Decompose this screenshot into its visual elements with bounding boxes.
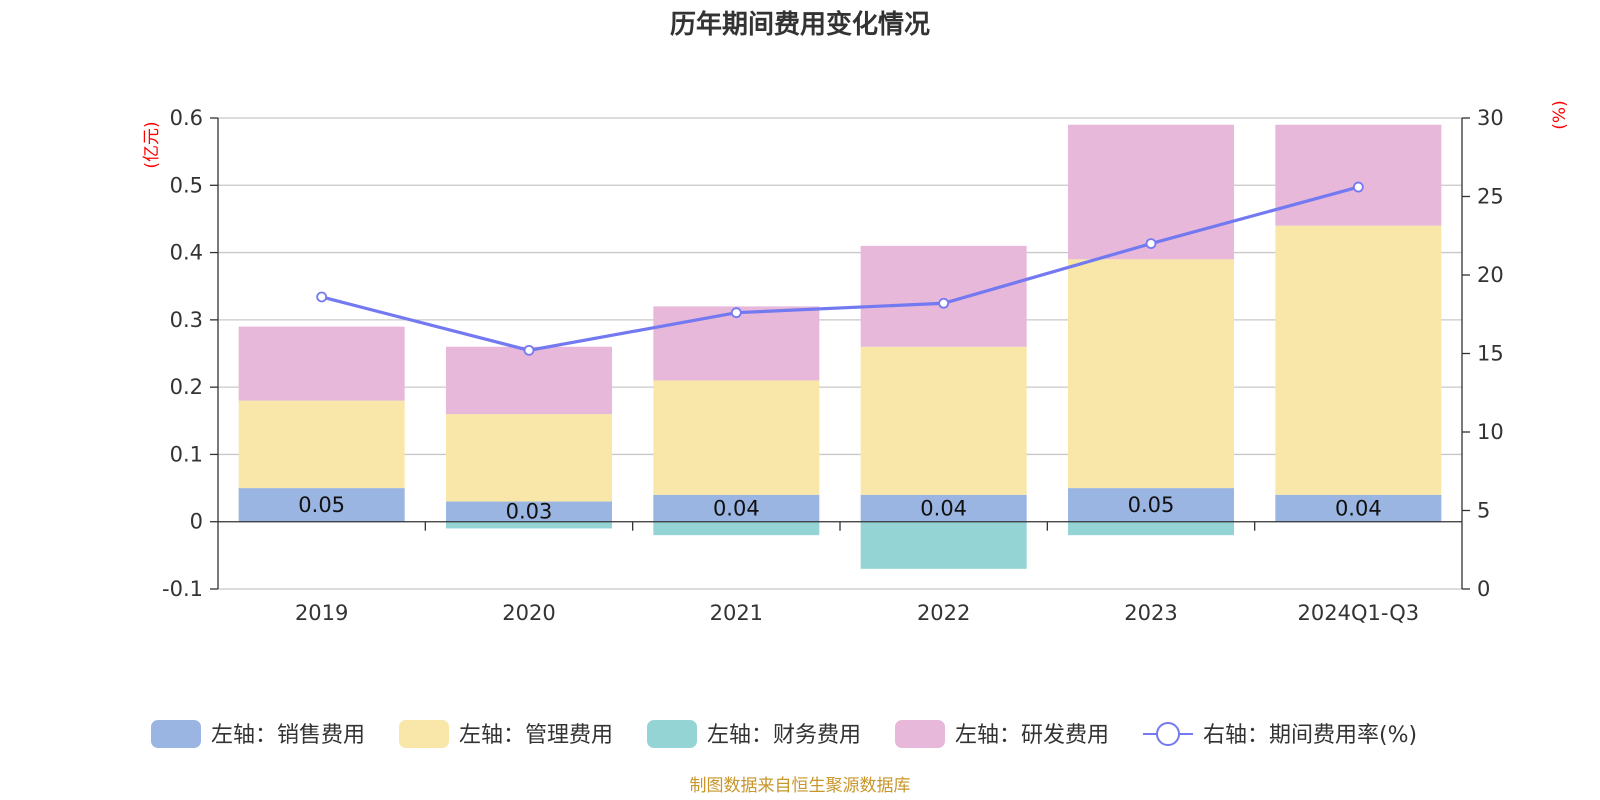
legend-swatch-rd xyxy=(895,720,945,748)
x-tick-label: 2019 xyxy=(295,601,348,625)
rate-line-path xyxy=(321,185,1359,352)
right-tick-label: 25 xyxy=(1477,185,1504,209)
rate-point xyxy=(1145,238,1157,250)
bar-admin xyxy=(238,400,405,489)
legend-swatch-admin xyxy=(399,720,449,748)
bar-admin xyxy=(1275,225,1442,495)
data-label: 0.05 xyxy=(298,493,345,517)
rate-point xyxy=(938,297,950,309)
left-tick-label: 0.3 xyxy=(170,308,203,332)
bar-sales xyxy=(446,501,612,522)
left-tick-label: 0.4 xyxy=(170,241,203,265)
right-tick-label: 5 xyxy=(1477,499,1490,523)
rate-point xyxy=(523,344,535,356)
right-tick-label: 20 xyxy=(1477,263,1504,287)
bar-finance xyxy=(1068,521,1234,536)
legend-swatch-finance xyxy=(647,720,697,748)
rate-point xyxy=(316,291,328,303)
left-tick-label: 0.1 xyxy=(170,442,203,466)
legend-label: 左轴：研发费用 xyxy=(955,723,1109,748)
bar-sales xyxy=(860,494,1027,522)
bar-rd xyxy=(238,326,405,401)
left-tick-label: 0.2 xyxy=(170,375,203,399)
bar-sales xyxy=(653,494,820,522)
right-tick-label: 10 xyxy=(1477,420,1504,444)
x-tick-label: 2022 xyxy=(917,601,970,625)
bar-admin xyxy=(1068,259,1234,489)
legend-label: 右轴：期间费用率(%) xyxy=(1203,723,1417,748)
bars xyxy=(238,124,1442,569)
axes: -0.1 0 0.1 0.2 0.3 0.4 0.5 0.6 0 5 10 15 20 25 30 2019 2… xyxy=(162,106,1504,625)
left-axis-unit: (亿元) xyxy=(142,121,162,168)
rate-line xyxy=(316,181,1364,356)
bar-rd xyxy=(446,346,612,415)
bar-finance xyxy=(446,521,612,529)
bar-sales xyxy=(1068,488,1234,522)
source-note: 制图数据来自恒生聚源数据库 xyxy=(690,776,911,796)
bar-rd xyxy=(860,245,1027,347)
chart-title: 历年期间费用变化情况 xyxy=(670,9,930,40)
data-label: 0.05 xyxy=(1128,493,1175,517)
data-label: 0.04 xyxy=(713,496,760,520)
gridlines xyxy=(218,117,1462,590)
bar-finance xyxy=(653,521,820,536)
right-tick-label: 0 xyxy=(1477,577,1490,601)
right-axis-unit: (%) xyxy=(1550,100,1570,129)
legend-label: 左轴：管理费用 xyxy=(459,723,613,748)
legend-label: 左轴：销售费用 xyxy=(211,723,365,748)
bar-rd xyxy=(1068,124,1234,260)
bar-rd xyxy=(1275,124,1442,226)
bar-finance xyxy=(860,521,1027,569)
x-tick-label: 2023 xyxy=(1124,601,1177,625)
data-labels: 0.05 0.03 0.04 0.04 0.05 0.04 xyxy=(298,493,1381,524)
left-tick-label: 0 xyxy=(190,510,203,534)
x-tick-label: 2021 xyxy=(710,601,763,625)
bar-admin xyxy=(653,380,820,495)
bar-admin xyxy=(446,414,612,502)
x-tick-label: 2020 xyxy=(502,601,555,625)
bar-sales xyxy=(1275,494,1442,522)
right-tick-label: 30 xyxy=(1477,106,1504,130)
data-label: 0.03 xyxy=(506,500,553,524)
rate-point xyxy=(730,307,742,319)
bar-rd xyxy=(653,306,820,381)
right-tick-label: 15 xyxy=(1477,342,1504,366)
bar-sales xyxy=(238,488,405,522)
x-tick-label: 2024Q1-Q3 xyxy=(1298,601,1420,625)
left-tick-label: 0.6 xyxy=(170,106,203,130)
legend-swatch-sales xyxy=(151,720,201,748)
legend: 左轴：销售费用 左轴：管理费用 左轴：财务费用 左轴：研发费用 右轴：期间费用率(%) xyxy=(151,720,1417,748)
rate-point xyxy=(1352,181,1364,193)
left-tick-label: -0.1 xyxy=(162,577,203,601)
legend-marker-rate xyxy=(1156,722,1180,746)
left-tick-label: 0.5 xyxy=(170,173,203,197)
data-label: 0.04 xyxy=(920,496,967,520)
bar-admin xyxy=(860,346,1027,495)
data-label: 0.04 xyxy=(1335,496,1382,520)
legend-label: 左轴：财务费用 xyxy=(707,723,861,748)
